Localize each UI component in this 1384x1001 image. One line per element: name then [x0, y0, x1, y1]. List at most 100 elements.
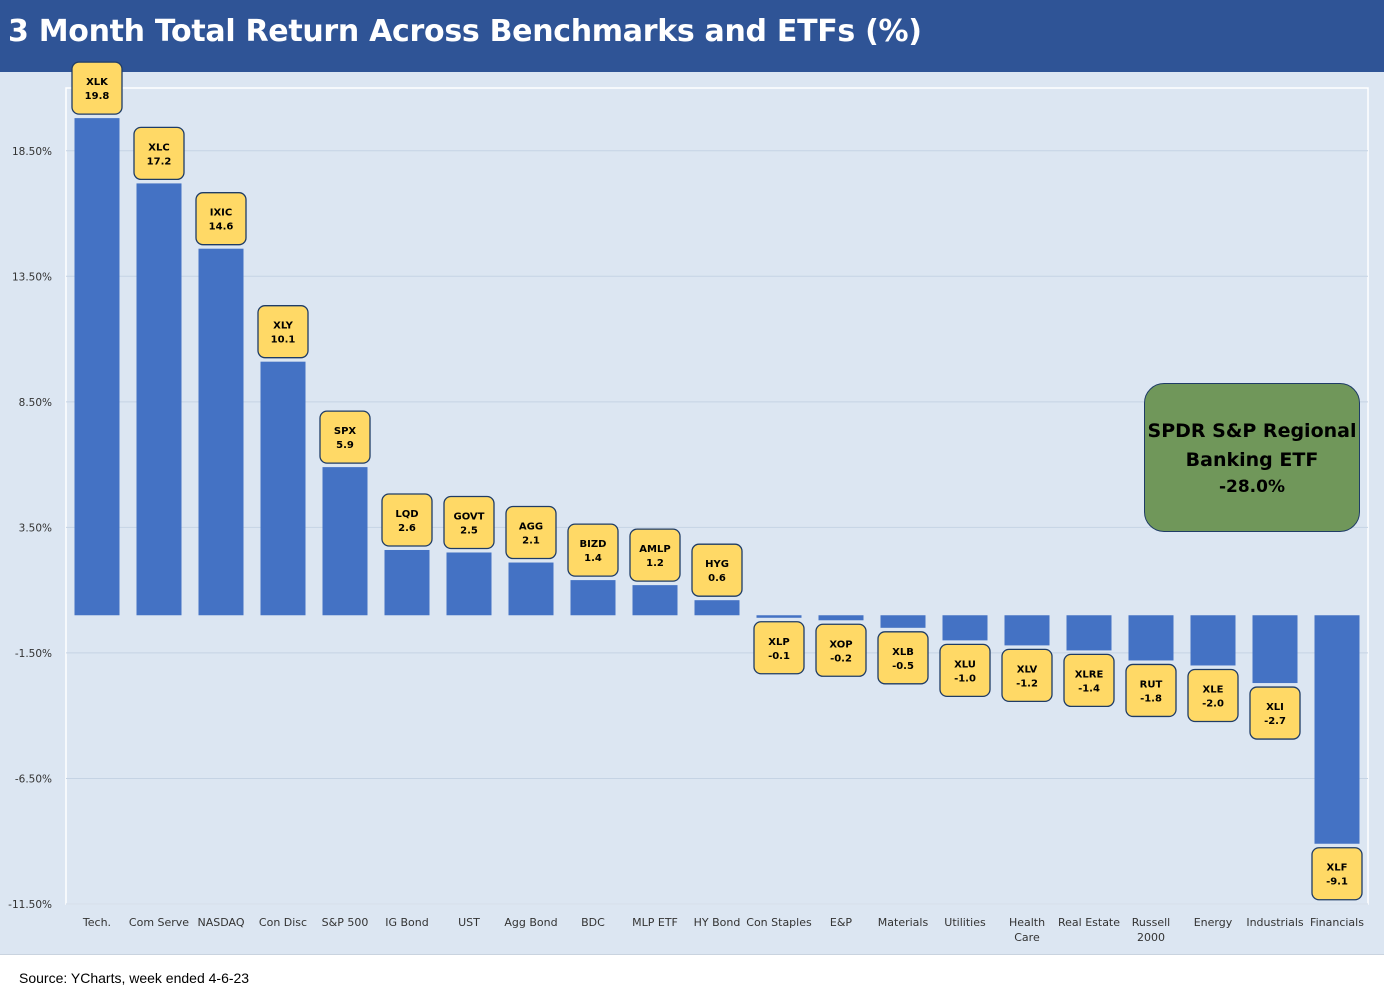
category-label: Health	[1009, 916, 1045, 929]
value-label: 2.6	[398, 523, 416, 534]
bar-xlk	[74, 118, 120, 616]
category-label: MLP ETF	[632, 916, 678, 929]
value-label: 17.2	[147, 156, 172, 167]
ticker-label: GOVT	[453, 511, 484, 522]
ticker-label: RUT	[1140, 679, 1163, 690]
chart-title: 3 Month Total Return Across Benchmarks a…	[8, 14, 922, 49]
bar-agg	[508, 562, 554, 616]
y-tick-label: -11.50%	[8, 899, 52, 911]
value-label: -2.7	[1264, 716, 1286, 727]
data-label-xlb: XLB -0.5	[877, 631, 929, 685]
category-label: S&P 500	[322, 916, 369, 929]
y-tick-label: 3.50%	[19, 522, 52, 534]
data-label-xly: XLY 10.1	[257, 305, 309, 359]
data-label-box	[195, 192, 247, 246]
category-label: E&P	[830, 916, 853, 929]
bar-hyg	[694, 600, 740, 616]
data-label-box	[1311, 847, 1363, 901]
bar-xle	[1190, 615, 1236, 666]
callout-value: -28.0%	[1218, 476, 1286, 497]
data-label-spx: SPX 5.9	[319, 410, 371, 464]
regional-banking-callout: SPDR S&P Regional Banking ETF -28.0%	[1144, 383, 1360, 532]
bar-bizd	[570, 580, 616, 616]
value-label: -0.2	[830, 653, 852, 664]
ticker-label: LQD	[395, 509, 418, 520]
ticker-label: XLC	[148, 142, 169, 153]
data-label-xop: XOP -0.2	[815, 623, 867, 677]
data-label-box	[1125, 663, 1177, 718]
ticker-label: HYG	[705, 559, 729, 570]
source-footer: Source: YCharts, week ended 4-6-23	[0, 954, 1384, 1001]
ticker-label: AGG	[519, 522, 543, 533]
category-label: Real Estate	[1058, 916, 1120, 929]
bar-lqd	[384, 549, 430, 616]
data-label-xlp: XLP -0.1	[753, 621, 805, 675]
data-label-box	[877, 631, 929, 685]
bar-xlu	[942, 615, 988, 641]
bar-ixic	[198, 248, 244, 616]
value-label: 0.6	[708, 573, 726, 584]
value-label: -1.4	[1078, 683, 1100, 694]
value-label: 19.8	[85, 91, 110, 102]
ticker-label: XLRE	[1075, 669, 1104, 680]
data-label-box	[629, 528, 681, 582]
bar-govt	[446, 552, 492, 616]
category-label: Utilities	[944, 916, 986, 929]
ticker-label: XLV	[1017, 664, 1038, 675]
title-banner: 3 Month Total Return Across Benchmarks a…	[0, 0, 1384, 72]
data-label-box	[71, 61, 123, 115]
data-label-box	[691, 543, 743, 597]
value-label: 1.4	[584, 553, 602, 564]
ticker-label: XLB	[892, 647, 914, 658]
ticker-label: XLI	[1266, 702, 1284, 713]
category-label: Financials	[1310, 916, 1364, 929]
bar-xlb	[880, 615, 926, 628]
data-label-govt: GOVT 2.5	[443, 495, 495, 550]
data-label-lqd: LQD 2.6	[381, 493, 433, 547]
data-label-xlv: XLV -1.2	[1001, 648, 1053, 703]
data-label-amlp: AMLP 1.2	[629, 528, 681, 582]
value-label: 2.5	[460, 525, 478, 536]
category-label: IG Bond	[385, 916, 429, 929]
data-label-box	[1187, 668, 1239, 723]
bar-xly	[260, 361, 306, 616]
data-label-box	[133, 126, 185, 181]
bar-xlre	[1066, 615, 1112, 651]
ticker-label: XLY	[273, 321, 294, 332]
data-label-agg: AGG 2.1	[505, 505, 557, 560]
y-tick-label: 13.50%	[12, 271, 52, 283]
ticker-label: BIZD	[580, 539, 607, 550]
y-tick-label: -6.50%	[15, 773, 52, 785]
y-tick-label: -1.50%	[15, 648, 52, 660]
bar-spx	[322, 467, 368, 616]
data-label-bizd: BIZD 1.4	[567, 523, 619, 577]
category-label: Energy	[1194, 916, 1233, 929]
ticker-label: XLE	[1203, 684, 1224, 695]
category-label: Russell	[1132, 916, 1170, 929]
category-label: Con Disc	[259, 916, 307, 929]
ticker-label: XLK	[86, 77, 109, 88]
callout-line-1: SPDR S&P Regional	[1147, 419, 1357, 442]
data-label-xlre: XLRE -1.4	[1063, 653, 1115, 708]
data-label-box	[939, 643, 991, 698]
category-label: UST	[458, 916, 480, 929]
value-label: 10.1	[271, 335, 296, 346]
data-label-box	[815, 623, 867, 677]
data-label-xlu: XLU -1.0	[939, 643, 991, 698]
bar-xlp	[756, 615, 802, 618]
category-label: Care	[1014, 931, 1040, 944]
y-tick-label: 18.50%	[12, 146, 52, 158]
ticker-label: AMLP	[639, 544, 670, 555]
value-label: -1.2	[1016, 678, 1038, 689]
bar-xlf	[1314, 615, 1360, 844]
data-label-box	[505, 505, 557, 560]
data-label-rut: RUT -1.8	[1125, 663, 1177, 718]
data-label-box	[257, 305, 309, 359]
category-label: Com Serve	[129, 916, 189, 929]
data-label-box	[753, 621, 805, 675]
category-label: Materials	[878, 916, 929, 929]
data-label-box	[381, 493, 433, 547]
data-label-ixic: IXIC 14.6	[195, 192, 247, 246]
category-label: HY Bond	[694, 916, 741, 929]
data-label-hyg: HYG 0.6	[691, 543, 743, 597]
